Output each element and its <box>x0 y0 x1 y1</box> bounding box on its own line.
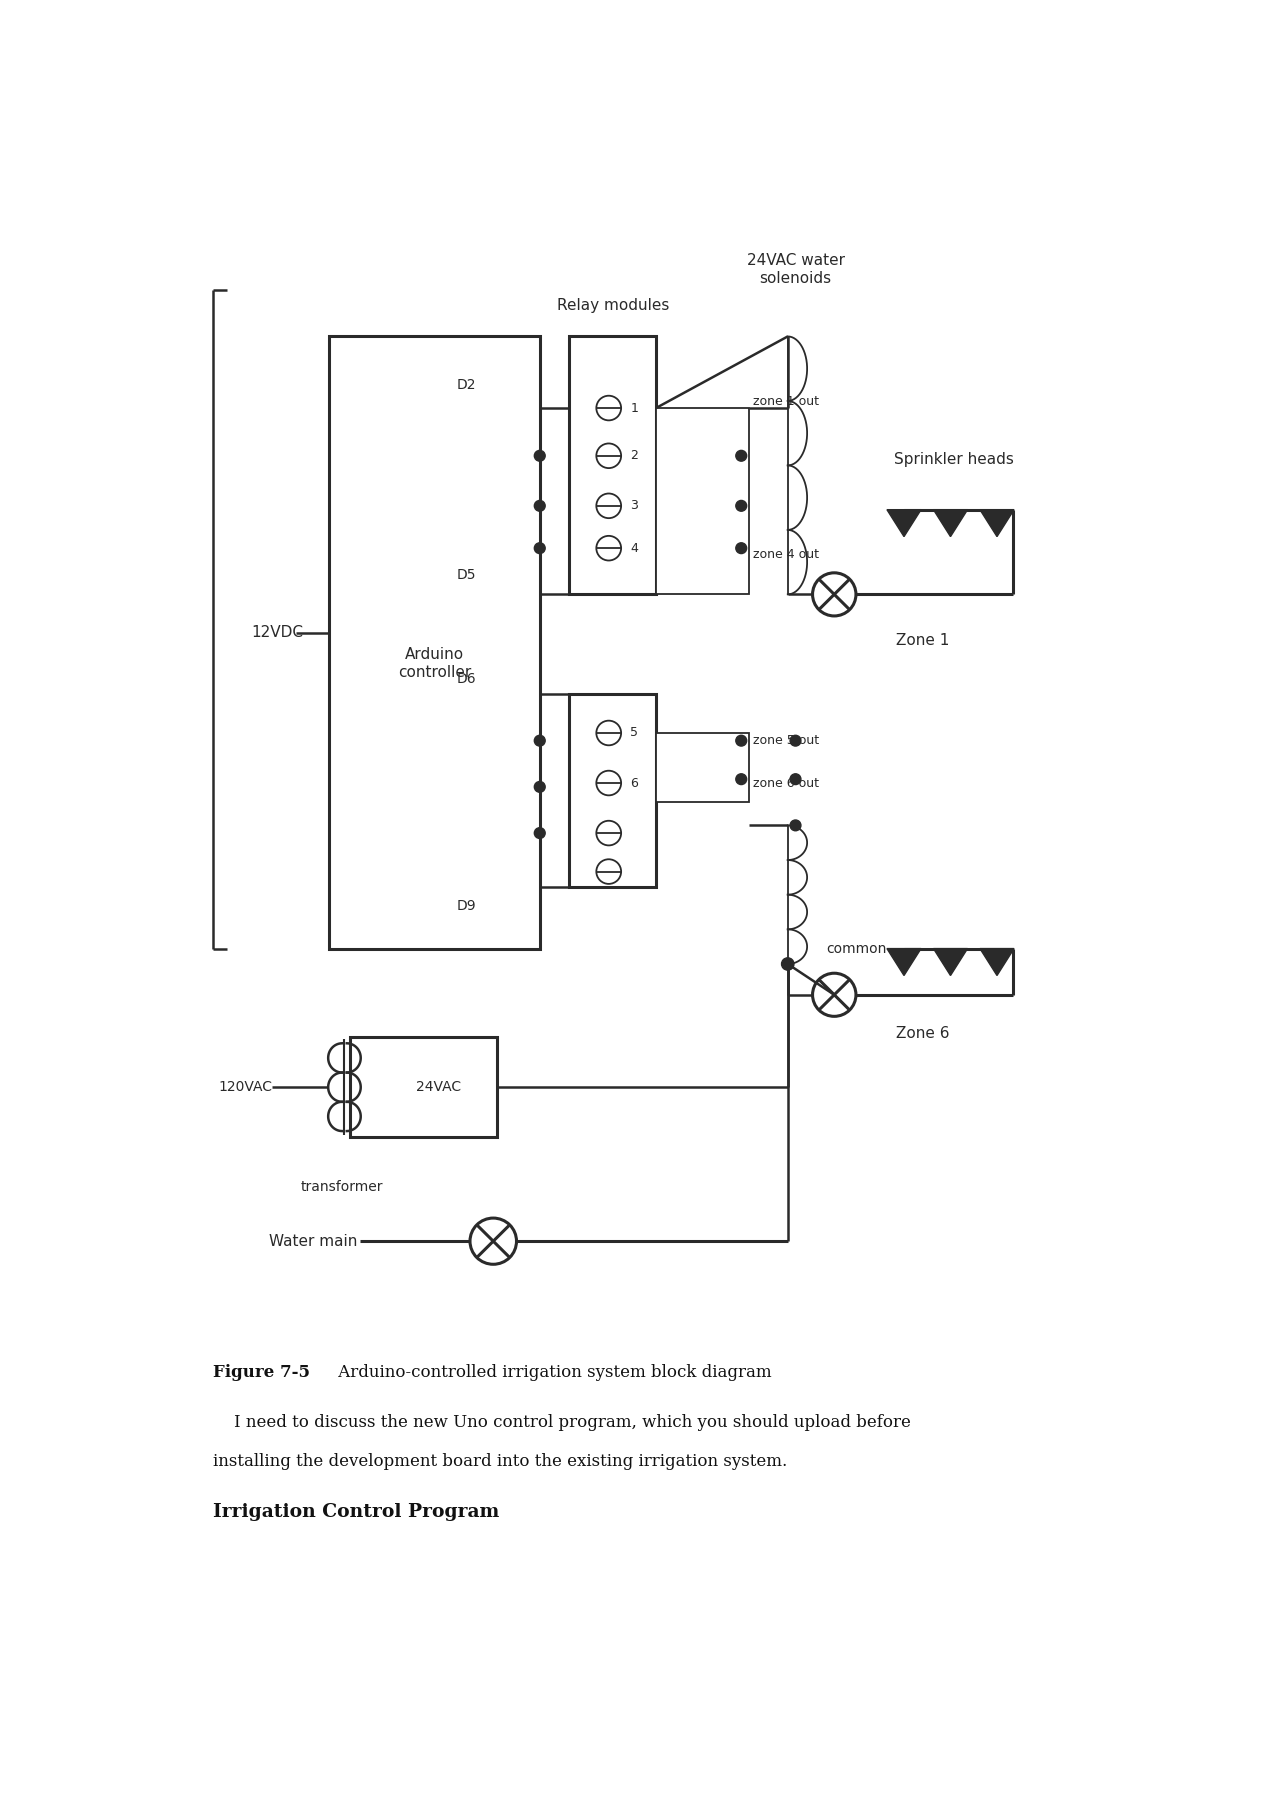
Text: Arduino-controlled irrigation system block diagram: Arduino-controlled irrigation system blo… <box>333 1364 772 1382</box>
Text: installing the development board into the existing irrigation system.: installing the development board into th… <box>212 1453 787 1471</box>
Text: 3: 3 <box>631 499 639 512</box>
Circle shape <box>596 821 621 845</box>
Text: Zone 6: Zone 6 <box>896 1026 950 1040</box>
Polygon shape <box>887 510 922 537</box>
Text: 24VAC water
solenoids: 24VAC water solenoids <box>746 253 845 286</box>
Polygon shape <box>980 948 1014 975</box>
Text: 6: 6 <box>631 776 639 789</box>
Text: D2: D2 <box>457 378 476 393</box>
Circle shape <box>534 501 545 512</box>
Text: 2: 2 <box>631 449 639 463</box>
Circle shape <box>534 450 545 461</box>
Bar <box>657 409 749 595</box>
Text: Arduino
controller: Arduino controller <box>398 648 471 680</box>
Polygon shape <box>933 948 968 975</box>
Text: Irrigation Control Program: Irrigation Control Program <box>212 1503 499 1521</box>
Polygon shape <box>980 510 1014 537</box>
Text: zone 5 out: zone 5 out <box>753 734 819 747</box>
Bar <box>570 695 657 886</box>
Circle shape <box>534 781 545 792</box>
Text: common: common <box>827 941 887 955</box>
Circle shape <box>736 774 746 785</box>
Text: Zone 1: Zone 1 <box>896 633 950 648</box>
Bar <box>657 733 749 801</box>
Text: Water main: Water main <box>269 1234 357 1248</box>
Circle shape <box>596 859 621 885</box>
Circle shape <box>596 535 621 561</box>
Circle shape <box>596 494 621 517</box>
Text: Figure 7-5: Figure 7-5 <box>212 1364 310 1382</box>
Circle shape <box>736 543 746 554</box>
Text: Sprinkler heads: Sprinkler heads <box>895 452 1014 467</box>
Polygon shape <box>933 510 968 537</box>
Circle shape <box>534 829 545 838</box>
Text: 24VAC: 24VAC <box>416 1080 461 1094</box>
Circle shape <box>596 720 621 745</box>
Circle shape <box>782 957 794 970</box>
Text: D6: D6 <box>456 673 476 686</box>
Circle shape <box>813 973 856 1017</box>
Text: D5: D5 <box>457 568 476 582</box>
Circle shape <box>790 774 801 785</box>
Circle shape <box>813 573 856 615</box>
Text: zone 1 out: zone 1 out <box>753 396 819 409</box>
Circle shape <box>736 450 746 461</box>
Text: Relay modules: Relay modules <box>557 298 669 313</box>
Circle shape <box>596 771 621 796</box>
Circle shape <box>596 443 621 469</box>
Circle shape <box>596 396 621 420</box>
Text: I need to discuss the new Uno control program, which you should upload before: I need to discuss the new Uno control pr… <box>212 1415 910 1431</box>
Text: 5: 5 <box>631 727 639 740</box>
Circle shape <box>534 543 545 554</box>
Text: 12VDC: 12VDC <box>251 626 303 640</box>
Circle shape <box>470 1217 517 1264</box>
Circle shape <box>534 734 545 745</box>
Text: D9: D9 <box>456 899 476 914</box>
Circle shape <box>736 501 746 512</box>
Circle shape <box>790 819 801 830</box>
Text: zone 6 out: zone 6 out <box>753 776 819 789</box>
Text: 120VAC: 120VAC <box>219 1080 273 1094</box>
Bar <box>349 1037 497 1138</box>
Circle shape <box>736 734 746 745</box>
Circle shape <box>790 734 801 745</box>
Text: transformer: transformer <box>301 1179 384 1194</box>
Bar <box>329 336 540 948</box>
Text: 4: 4 <box>631 541 639 555</box>
Text: zone 4 out: zone 4 out <box>753 548 819 561</box>
Bar <box>570 336 657 595</box>
Text: 1: 1 <box>631 402 639 414</box>
Polygon shape <box>887 948 922 975</box>
